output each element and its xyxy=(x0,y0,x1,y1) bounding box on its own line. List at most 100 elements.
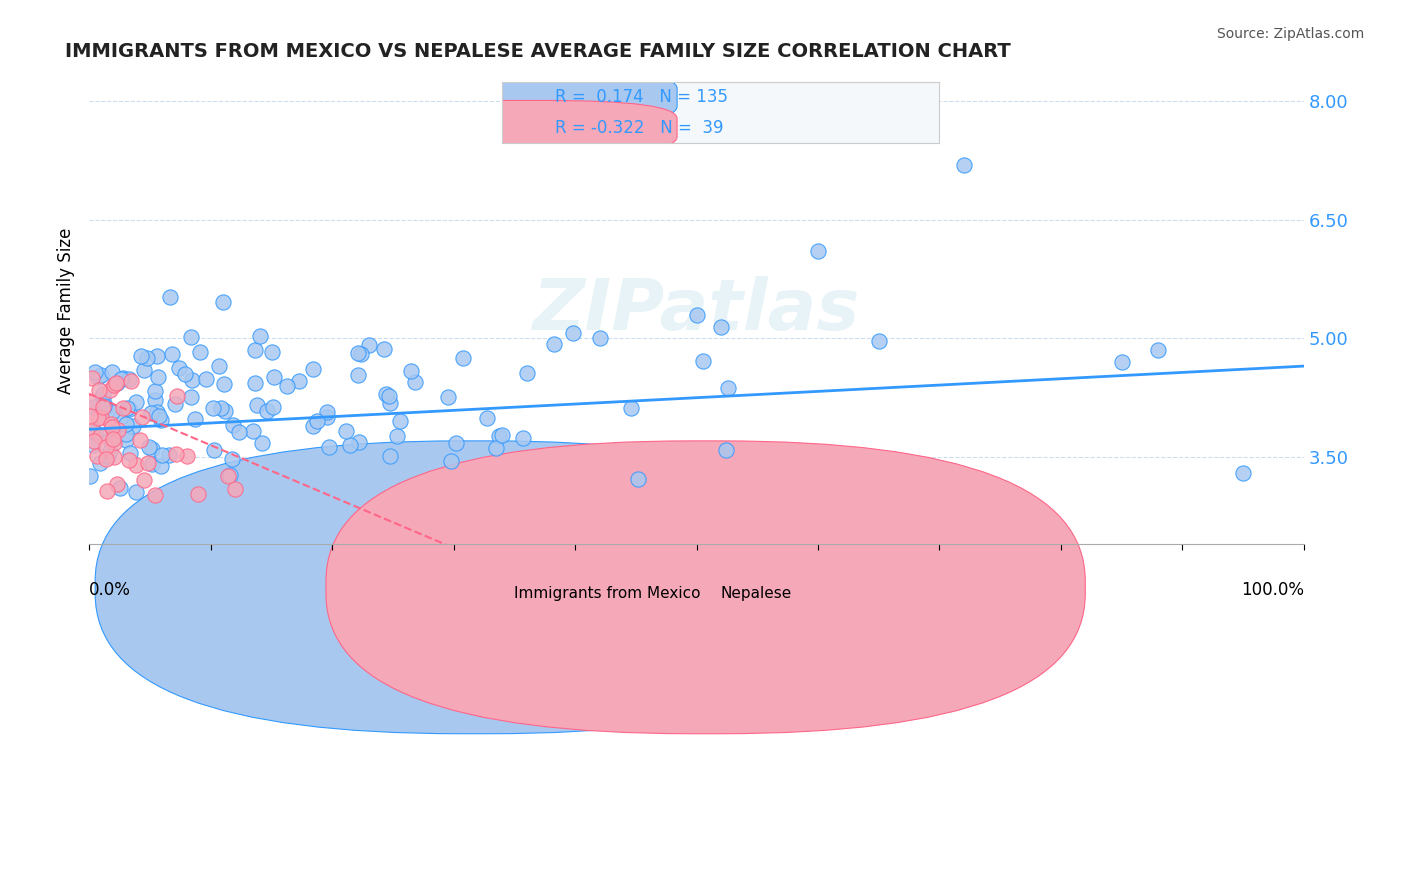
Point xyxy=(159,448,181,462)
Point xyxy=(302,418,325,433)
Point xyxy=(350,347,373,361)
Point xyxy=(159,289,181,303)
Point xyxy=(115,401,138,415)
Point xyxy=(378,389,401,403)
Text: Immigrants from Mexico: Immigrants from Mexico xyxy=(515,586,700,601)
Point xyxy=(807,244,830,259)
Point xyxy=(868,334,890,348)
Point xyxy=(82,438,104,452)
Point xyxy=(91,386,114,401)
Point xyxy=(150,448,173,462)
Point xyxy=(121,419,143,434)
Point xyxy=(347,346,370,360)
Point xyxy=(125,458,148,473)
Point xyxy=(114,434,136,448)
Point xyxy=(91,392,114,406)
Point xyxy=(262,400,284,414)
Point xyxy=(160,347,183,361)
Point xyxy=(404,375,426,389)
Point xyxy=(316,405,339,419)
Point xyxy=(90,368,112,382)
Point xyxy=(347,435,370,450)
Point xyxy=(288,374,311,388)
Point xyxy=(219,468,242,483)
Point xyxy=(134,473,156,487)
Point xyxy=(374,386,396,401)
Point xyxy=(714,442,737,457)
Point xyxy=(146,369,169,384)
Point xyxy=(952,157,974,171)
Point xyxy=(143,384,166,399)
Point xyxy=(174,367,197,381)
Point xyxy=(89,456,111,470)
Point xyxy=(143,392,166,407)
Text: ZIPatlas: ZIPatlas xyxy=(533,277,860,345)
Text: 0.0%: 0.0% xyxy=(89,582,131,599)
Point xyxy=(451,351,474,365)
Point xyxy=(141,442,163,456)
Point xyxy=(359,338,381,352)
Point xyxy=(80,395,103,409)
Point xyxy=(228,425,250,440)
Point xyxy=(105,376,128,390)
Point xyxy=(316,409,339,424)
Point xyxy=(83,434,105,448)
Point xyxy=(105,376,128,391)
Point xyxy=(87,383,110,397)
Point xyxy=(89,429,111,443)
Point xyxy=(263,370,285,384)
Point xyxy=(710,319,733,334)
Point xyxy=(87,410,110,425)
Point xyxy=(112,371,135,385)
Point xyxy=(118,446,141,460)
Point xyxy=(484,441,506,455)
Point xyxy=(105,477,128,491)
Point xyxy=(184,412,207,426)
Point xyxy=(181,373,204,387)
Point xyxy=(561,326,583,341)
Point xyxy=(93,399,115,413)
Point xyxy=(1232,466,1254,480)
Point xyxy=(83,365,105,379)
Point xyxy=(163,397,186,411)
Point xyxy=(378,396,401,410)
Point xyxy=(543,336,565,351)
Point xyxy=(101,365,124,379)
Point xyxy=(90,409,112,424)
Point xyxy=(79,409,101,423)
Point xyxy=(131,409,153,424)
Point xyxy=(222,417,245,432)
Point xyxy=(141,457,163,471)
Point xyxy=(716,381,738,395)
Point xyxy=(149,459,172,474)
Point xyxy=(125,395,148,409)
Point xyxy=(108,481,131,495)
Point xyxy=(339,438,361,452)
Point xyxy=(276,378,298,392)
Point xyxy=(217,469,239,483)
Point xyxy=(444,436,467,450)
Point xyxy=(180,390,202,404)
Point xyxy=(118,372,141,386)
Point xyxy=(380,449,402,463)
Point xyxy=(94,400,117,414)
Point xyxy=(187,486,209,500)
Point xyxy=(437,390,460,404)
Y-axis label: Average Family Size: Average Family Size xyxy=(58,227,75,394)
Point xyxy=(103,378,125,392)
Point xyxy=(1147,343,1170,358)
Point xyxy=(249,329,271,343)
Point xyxy=(138,440,160,454)
Point xyxy=(94,440,117,454)
Point xyxy=(166,389,188,403)
Point xyxy=(692,354,714,368)
Point xyxy=(515,367,537,381)
Point xyxy=(305,415,328,429)
Point xyxy=(388,414,411,428)
Point xyxy=(335,425,357,439)
Point xyxy=(100,405,122,419)
Point xyxy=(80,423,103,437)
Point xyxy=(245,398,267,412)
Point xyxy=(98,383,121,397)
Point xyxy=(101,425,124,440)
